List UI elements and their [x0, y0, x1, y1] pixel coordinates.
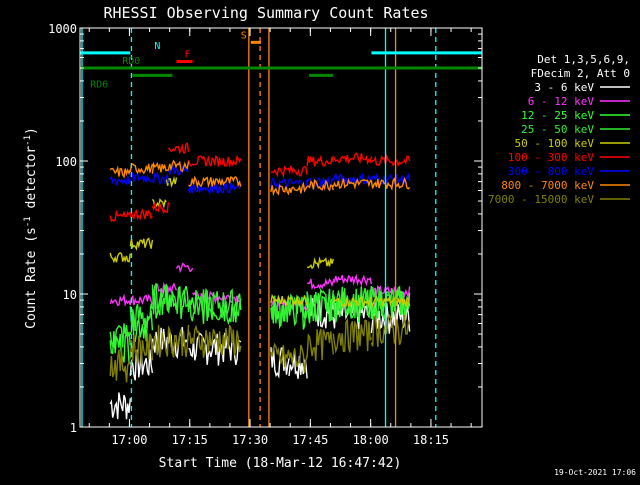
- timestamp-footer: 19-Oct-2021 17:06: [554, 468, 636, 477]
- y-axis-label-part3: ): [24, 127, 39, 135]
- series-line-9: [109, 313, 411, 383]
- legend-entry-label: 6 - 12 keV: [528, 95, 595, 108]
- flag-label-s: S: [241, 30, 247, 41]
- y-axis-label-sup1: -1: [23, 216, 33, 227]
- legend: Det 1,3,5,6,9, FDecim 2, Att 0 3 - 6 keV…: [488, 53, 630, 206]
- legend-entry-label: 25 - 50 keV: [521, 123, 594, 136]
- plot-area: N S F RD0 RD6: [80, 28, 482, 427]
- x-tick-label: 18:15: [413, 433, 449, 447]
- flag-label-n: N: [154, 41, 160, 52]
- flag-label-f: F: [185, 49, 191, 60]
- x-tick-label: 18:00: [353, 433, 389, 447]
- y-tick-label: 1: [70, 421, 77, 435]
- legend-header-2: FDecim 2, Att 0: [531, 67, 630, 80]
- flag-label-rd0: RD0: [122, 56, 140, 67]
- legend-entry-label: 300 - 800 keV: [508, 165, 594, 178]
- legend-entry-label: 7000 - 15000 keV: [488, 193, 594, 206]
- y-axis-label-part2: detector: [24, 146, 39, 217]
- y-axis-label: Count Rate (s-1 detector-1): [23, 127, 39, 329]
- x-tick-label: 17:15: [172, 433, 208, 447]
- legend-entry-label: 100 - 300 keV: [508, 151, 594, 164]
- flag-label-rd6: RD6: [90, 79, 108, 90]
- series-line-6: [109, 142, 411, 223]
- y-axis-label-sup2: -1: [23, 135, 33, 146]
- plot-frame: [79, 27, 483, 428]
- y-tick-label: 10: [63, 288, 77, 302]
- legend-entry-label: 800 - 7000 keV: [501, 179, 594, 192]
- y-tick-label: 1000: [48, 22, 77, 36]
- series-line-4: [109, 283, 410, 349]
- x-tick-label: 17:45: [292, 433, 328, 447]
- x-axis-label: Start Time (18-Mar-12 16:47:42): [159, 456, 402, 471]
- series-line-7: [109, 163, 411, 196]
- x-tick-label: 17:30: [232, 433, 268, 447]
- legend-entry-label: 3 - 6 keV: [534, 81, 594, 94]
- series-line-8: [109, 159, 411, 197]
- legend-entry-label: 12 - 25 keV: [521, 109, 594, 122]
- legend-header-1: Det 1,3,5,6,9,: [537, 53, 630, 66]
- x-tick-label: 17:00: [111, 433, 147, 447]
- axes: 1 10 100 1000 17:00 17:15 17:30 17:45 18:00 18:15: [48, 22, 483, 447]
- y-tick-label: 100: [55, 155, 77, 169]
- chart-title: RHESSI Observing Summary Count Rates: [103, 4, 428, 22]
- legend-entry-label: 50 - 100 keV: [515, 137, 595, 150]
- series-line-5: [109, 175, 411, 309]
- y-axis-label-part1: Count Rate (s: [24, 227, 39, 329]
